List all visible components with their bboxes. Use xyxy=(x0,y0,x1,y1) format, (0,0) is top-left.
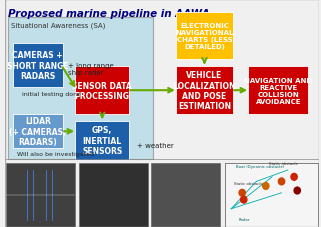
Ellipse shape xyxy=(241,196,247,203)
Ellipse shape xyxy=(239,190,245,196)
Ellipse shape xyxy=(294,187,300,194)
Text: Proposed marine pipeline in AAWA: Proposed marine pipeline in AAWA xyxy=(8,9,210,19)
Text: CAMERAS +
SHORT RANGE
RADARS: CAMERAS + SHORT RANGE RADARS xyxy=(7,51,69,81)
FancyBboxPatch shape xyxy=(151,163,220,227)
FancyBboxPatch shape xyxy=(8,18,152,159)
FancyBboxPatch shape xyxy=(176,12,233,60)
Text: + long range
ship radar: + long range ship radar xyxy=(68,62,113,75)
Text: ELECTRONIC
NAVIGATIONAL
CHARTS (LESS
DETAILED): ELECTRONIC NAVIGATIONAL CHARTS (LESS DET… xyxy=(175,23,234,50)
FancyBboxPatch shape xyxy=(79,163,148,227)
Ellipse shape xyxy=(263,183,269,190)
Text: VEHICLE
LOCALIZATION
AND POSE
ESTIMATION: VEHICLE LOCALIZATION AND POSE ESTIMATION xyxy=(173,71,236,111)
Ellipse shape xyxy=(291,174,297,180)
FancyBboxPatch shape xyxy=(225,163,318,227)
Text: SENSOR DATA
PROCESSING: SENSOR DATA PROCESSING xyxy=(72,81,132,101)
Text: Will also be investigated: Will also be investigated xyxy=(17,151,94,156)
FancyBboxPatch shape xyxy=(248,67,308,115)
FancyBboxPatch shape xyxy=(6,163,75,227)
Text: Radar: Radar xyxy=(239,217,250,221)
Text: Static obstacle: Static obstacle xyxy=(234,181,263,185)
Text: Situational Awareness (SA): Situational Awareness (SA) xyxy=(11,23,105,29)
Text: LIDAR
(+ CAMERAS,
RADARS): LIDAR (+ CAMERAS, RADARS) xyxy=(9,117,66,146)
Text: GPS,
INERTIAL
SENSORS: GPS, INERTIAL SENSORS xyxy=(82,126,122,155)
FancyBboxPatch shape xyxy=(13,115,63,149)
FancyBboxPatch shape xyxy=(75,67,129,115)
FancyBboxPatch shape xyxy=(225,163,318,227)
Ellipse shape xyxy=(278,178,285,185)
FancyBboxPatch shape xyxy=(13,44,63,87)
Text: + weather: + weather xyxy=(137,142,174,148)
Text: initial testing done: initial testing done xyxy=(22,92,81,97)
Text: Boat (Dynamic obstacle): Boat (Dynamic obstacle) xyxy=(236,164,284,168)
FancyBboxPatch shape xyxy=(176,67,233,115)
Text: NAVIGATION AND
REACTIVE
COLLISION
AVOIDANCE: NAVIGATION AND REACTIVE COLLISION AVOIDA… xyxy=(244,77,312,104)
Text: Static obstacle: Static obstacle xyxy=(269,162,298,165)
FancyBboxPatch shape xyxy=(75,121,129,160)
